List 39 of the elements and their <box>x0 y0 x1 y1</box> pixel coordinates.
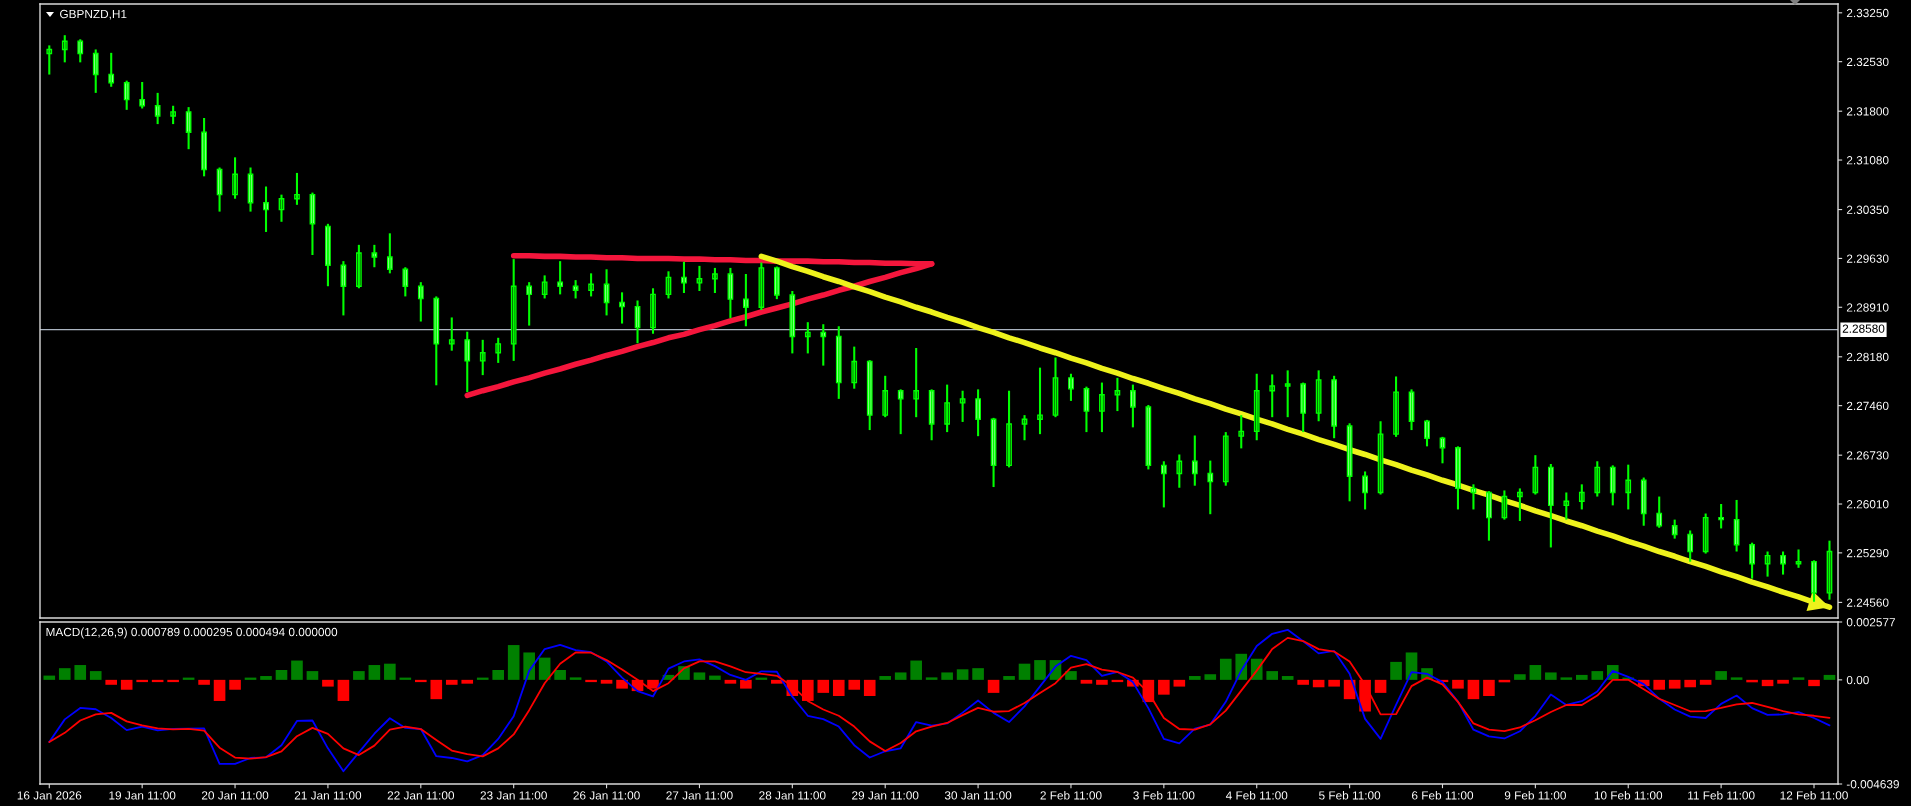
x-tick-label: 3 Feb 11:00 <box>1133 790 1195 800</box>
x-tick-label: 16 Jan 2026 <box>17 791 82 800</box>
y-tick-label: 2.30350 <box>1846 205 1889 214</box>
x-tick-label: 2 Feb 11:00 <box>1040 790 1102 800</box>
x-tick-label: 27 Jan 11:00 <box>666 791 733 800</box>
x-tick-label: 6 Feb 11:00 <box>1412 790 1474 800</box>
x-tick-label: 30 Jan 11:00 <box>944 791 1012 800</box>
y-tick-label: 0.00 <box>1846 675 1869 685</box>
y-tick-label: -0.004639 <box>1846 780 1899 789</box>
x-tick-label: 19 Jan 11:00 <box>109 791 176 800</box>
y-tick-label: 2.28910 <box>1846 303 1889 312</box>
chart-title: MACD(12,26,9) 0.000789 0.000295 0.000494 0.000000 <box>46 627 338 639</box>
x-tick-label: 11 Feb 11:00 <box>1688 790 1755 800</box>
x-tick-label: 5 Feb 11:00 <box>1319 790 1381 800</box>
x-tick-label: 12 Feb 11:00 <box>1780 790 1848 800</box>
x-tick-label: 4 Feb 11:00 <box>1225 790 1288 800</box>
x-tick-label: 20 Jan 11:00 <box>201 791 269 800</box>
y-tick-label: 2.33250 <box>1846 8 1889 18</box>
y-tick-label: 2.24560 <box>1846 598 1889 607</box>
ref-line-label: 2.28580 <box>1842 324 1885 333</box>
x-tick-label: 28 Jan 11:00 <box>759 791 826 800</box>
y-tick-label: 2.26010 <box>1846 500 1889 509</box>
x-tick-label: 23 Jan 11:00 <box>480 791 547 800</box>
y-tick-label: 2.29630 <box>1846 254 1889 263</box>
y-tick-label: 2.28180 <box>1846 352 1889 362</box>
y-tick-label: 2.31080 <box>1846 156 1889 165</box>
x-tick-label: 21 Jan 11:00 <box>294 791 362 800</box>
x-tick-label: 29 Jan 11:00 <box>852 791 919 800</box>
chart-title: GBPNZD,H1 <box>60 9 127 20</box>
y-tick-label: 0.002577 <box>1846 618 1895 627</box>
x-tick-label: 22 Jan 11:00 <box>387 791 455 800</box>
y-tick-label: 2.27460 <box>1846 401 1889 411</box>
y-tick-label: 2.26730 <box>1846 451 1889 460</box>
y-tick-label: 2.25290 <box>1846 548 1889 558</box>
x-tick-label: 9 Feb 11:00 <box>1504 790 1566 800</box>
y-tick-label: 2.31800 <box>1846 107 1889 116</box>
y-tick-label: 2.32530 <box>1846 57 1889 67</box>
x-tick-label: 26 Jan 11:00 <box>573 791 640 800</box>
x-tick-label: 10 Feb 11:00 <box>1594 790 1663 800</box>
